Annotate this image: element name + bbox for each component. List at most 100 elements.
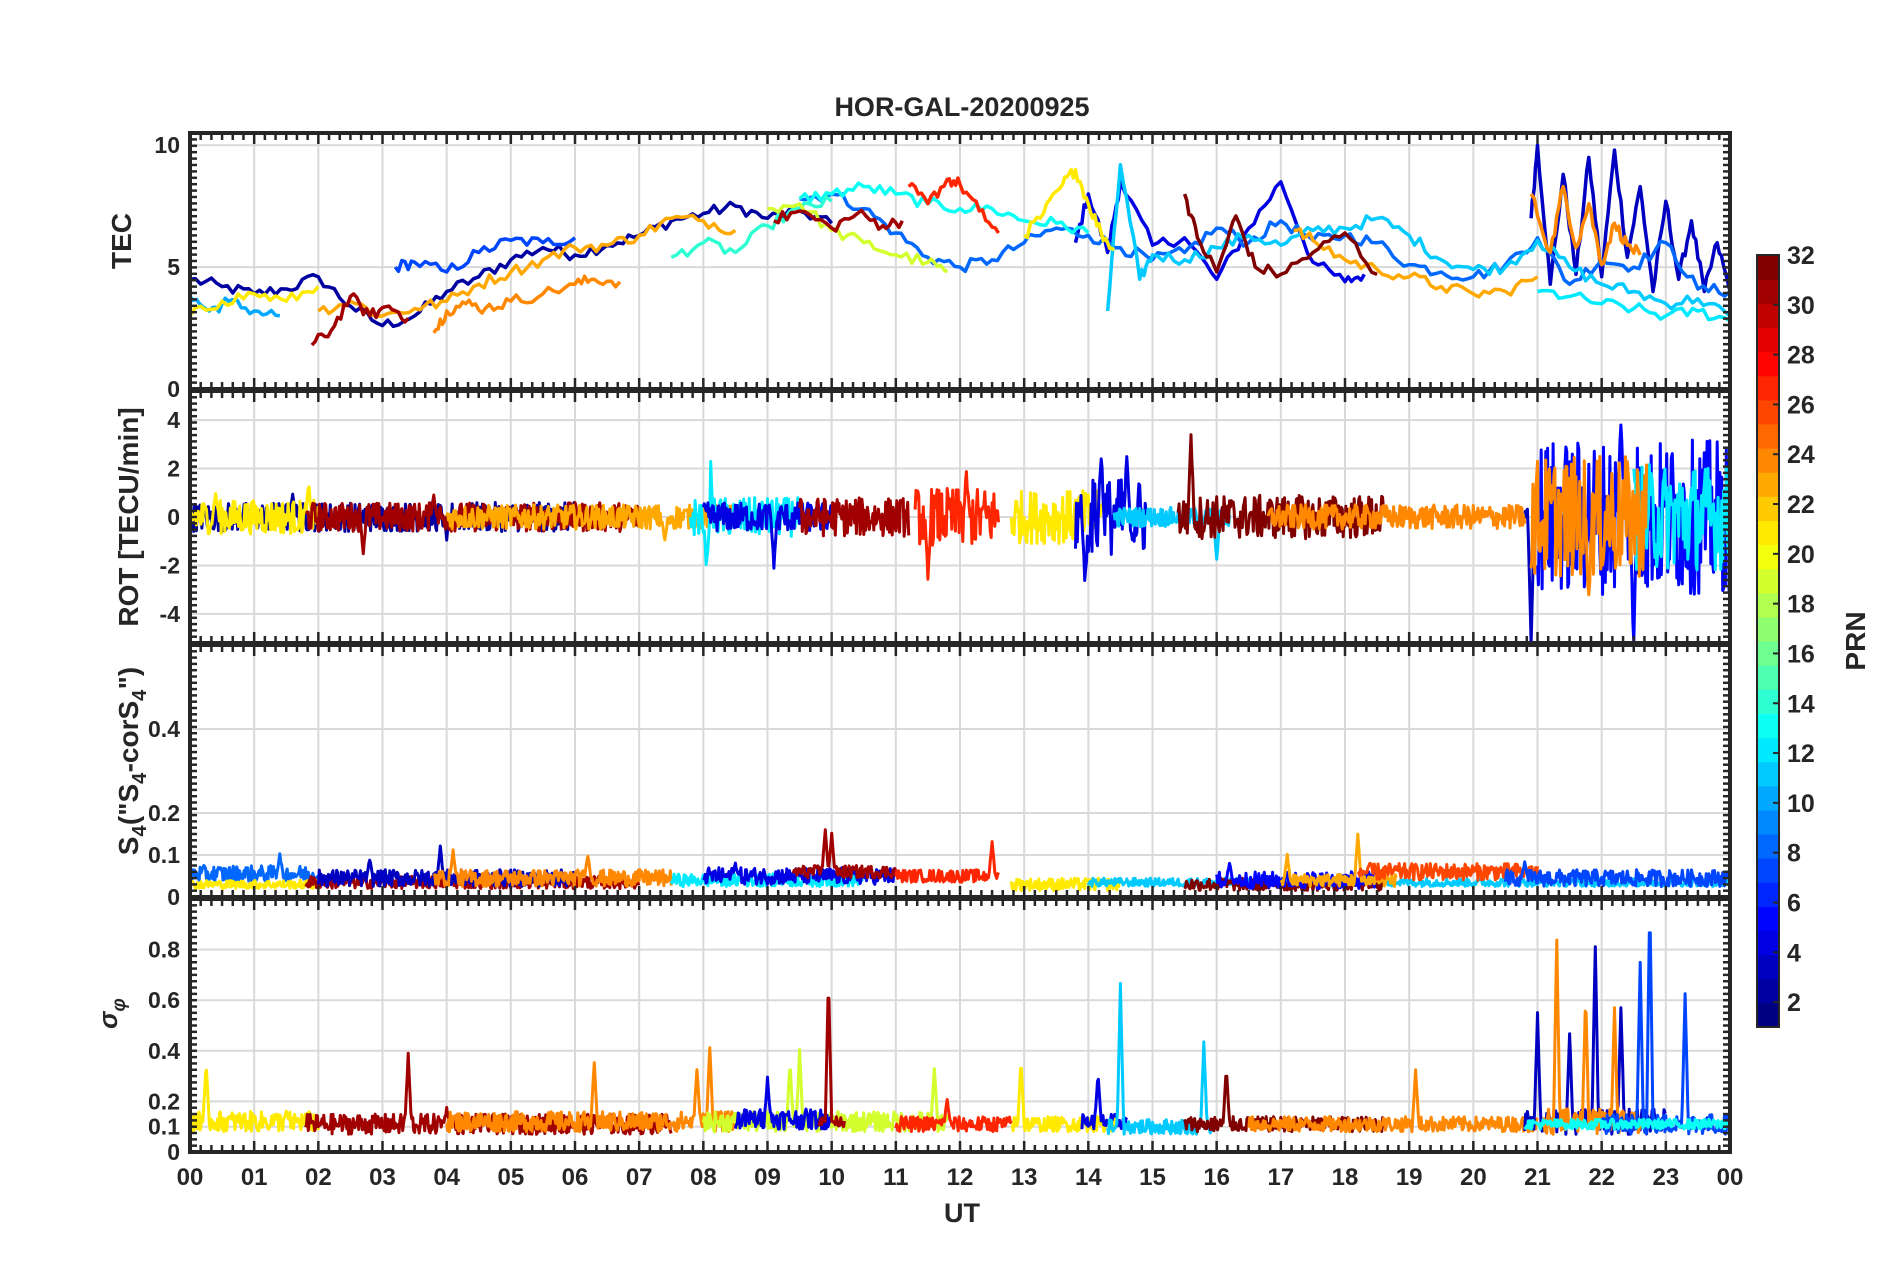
series-line-prn-8: [799, 192, 1730, 298]
colorbar-segment: [1757, 882, 1779, 907]
colorbar-label: PRN: [1840, 611, 1871, 670]
y-tick-labels: 0 0.1 0.2 0.4: [148, 716, 180, 910]
colorbar-segment: [1757, 327, 1779, 353]
series-line-prn-19: [767, 201, 949, 274]
colorbar-segment: [1757, 303, 1779, 328]
y-axis-label: TEC: [106, 213, 137, 269]
colorbar-segment: [1757, 544, 1779, 570]
series-trace-prn-21: [190, 485, 320, 536]
colorbar-tick-label: 12: [1787, 740, 1815, 768]
series-trace-prn-24: [432, 848, 673, 888]
series-trace-prn-4: [1074, 455, 1148, 582]
series-trace-prn-21: [1009, 489, 1103, 545]
y-tick-label: 0: [167, 884, 180, 910]
series-line-prn-31: [310, 292, 410, 347]
x-tick-label: 11: [883, 1164, 908, 1191]
y-tick-label: 10: [154, 132, 180, 158]
colorbar-segment: [1757, 423, 1779, 449]
series-trace-prn-31: [817, 996, 846, 1129]
series-trace-prn-11: [1112, 505, 1231, 561]
y-tick-labels: 00.10.2 0.4 0.6 0.8: [148, 937, 180, 1165]
series-line-prn-14: [670, 195, 833, 259]
colorbar-segment: [1757, 520, 1779, 546]
x-tick-label: 06: [562, 1164, 589, 1191]
series-line-prn-13: [798, 181, 1090, 235]
colorbar-segment: [1757, 930, 1779, 956]
colorbar-tick-label: 24: [1787, 441, 1815, 469]
y-tick-label: 0: [167, 504, 180, 530]
series-trace-prn-27: [894, 840, 1000, 884]
series-trace-prn-4: [1080, 1077, 1129, 1131]
panel-sigma-phi: 00.10.2 0.4 0.6 0.8 σφ: [93, 897, 1732, 1165]
colorbar-tick-label: 18: [1787, 591, 1815, 619]
x-tick-label: 07: [626, 1164, 653, 1191]
x-tick-label: 12: [947, 1164, 974, 1191]
y-axis-label: S4 ("S4 -corS4 "): [113, 667, 151, 855]
series-line-prn-7: [393, 236, 577, 274]
colorbar-segment: [1757, 1002, 1779, 1028]
colorbar-segment: [1757, 568, 1779, 594]
y-tick-labels: 0 5 10: [154, 132, 180, 402]
colorbar-segment: [1757, 906, 1779, 932]
colorbar-tick-label: 26: [1787, 391, 1815, 419]
x-tick-label: 04: [433, 1164, 460, 1191]
y-tick-label: 4: [167, 407, 180, 433]
series-line-prn-23: [317, 213, 737, 319]
x-tick-label: 05: [497, 1164, 524, 1191]
x-tick-label: 03: [369, 1164, 396, 1191]
y-tick-label: 0.1: [148, 1114, 180, 1140]
colorbar-segment: [1757, 834, 1779, 859]
colorbar-segment: [1757, 689, 1779, 714]
x-tick-label: 10: [818, 1164, 845, 1191]
series-trace-prn-27: [913, 470, 1000, 581]
series-trace-prn-23: [445, 503, 737, 542]
series-line-prn-2: [190, 200, 834, 329]
series-trace-prn-24: [1247, 1068, 1539, 1134]
colorbar-tick-label: 20: [1787, 541, 1815, 569]
x-tick-label: 13: [1011, 1164, 1038, 1191]
series-trace-prn-31: [791, 828, 898, 880]
colorbar-segment: [1757, 761, 1779, 787]
colorbar-segment: [1757, 616, 1779, 642]
colorbar-segment: [1757, 809, 1779, 835]
series-trace-prn-27: [894, 1098, 1013, 1133]
colorbar-segment: [1757, 279, 1779, 304]
colorbar-tick-label: 22: [1787, 491, 1815, 519]
x-tick-label: 19: [1396, 1164, 1423, 1191]
y-tick-label: -4: [160, 601, 181, 627]
y-axis-label: σφ: [93, 998, 130, 1029]
colorbar-tick-label: 6: [1787, 889, 1801, 917]
series-line-prn-24: [1529, 184, 1642, 267]
series-line-prn-21: [190, 285, 320, 317]
series-group: [190, 423, 1730, 643]
colorbar-segment: [1757, 592, 1779, 618]
colorbar-segment: [1757, 375, 1779, 401]
colorbar-tick-label: 30: [1787, 292, 1815, 320]
y-tick-label: 0: [167, 1139, 180, 1165]
x-tick-label: 08: [690, 1164, 717, 1191]
colorbar-frame: [1756, 254, 1780, 1028]
series-line-prn-32: [1182, 193, 1378, 279]
figure-title: HOR-GAL-20200925: [834, 92, 1089, 122]
x-tick-label: 02: [305, 1164, 332, 1191]
series-trace-prn-4: [733, 1075, 833, 1131]
series-trace-prn-21: [190, 878, 320, 891]
colorbar-segment: [1757, 858, 1779, 883]
axes-frame: [188, 897, 1732, 1154]
series-line-prn-24: [432, 274, 622, 334]
series-group: [190, 143, 1730, 347]
colorbar-segment: [1757, 399, 1779, 425]
series-group: [190, 931, 1730, 1136]
series-trace-prn-13: [1523, 1117, 1730, 1131]
series-line-prn-12: [1537, 288, 1730, 323]
series-trace-prn-8: [190, 852, 320, 884]
x-axis-label: UT: [944, 1198, 980, 1228]
y-tick-label: 0.2: [148, 800, 180, 826]
x-tick-label: 00: [1717, 1164, 1744, 1191]
x-tick-label: 01: [241, 1164, 268, 1191]
y-tick-label: 0.4: [148, 1038, 180, 1064]
colorbar-tick-label: 2: [1787, 989, 1801, 1017]
x-tick-label: 22: [1588, 1164, 1615, 1191]
